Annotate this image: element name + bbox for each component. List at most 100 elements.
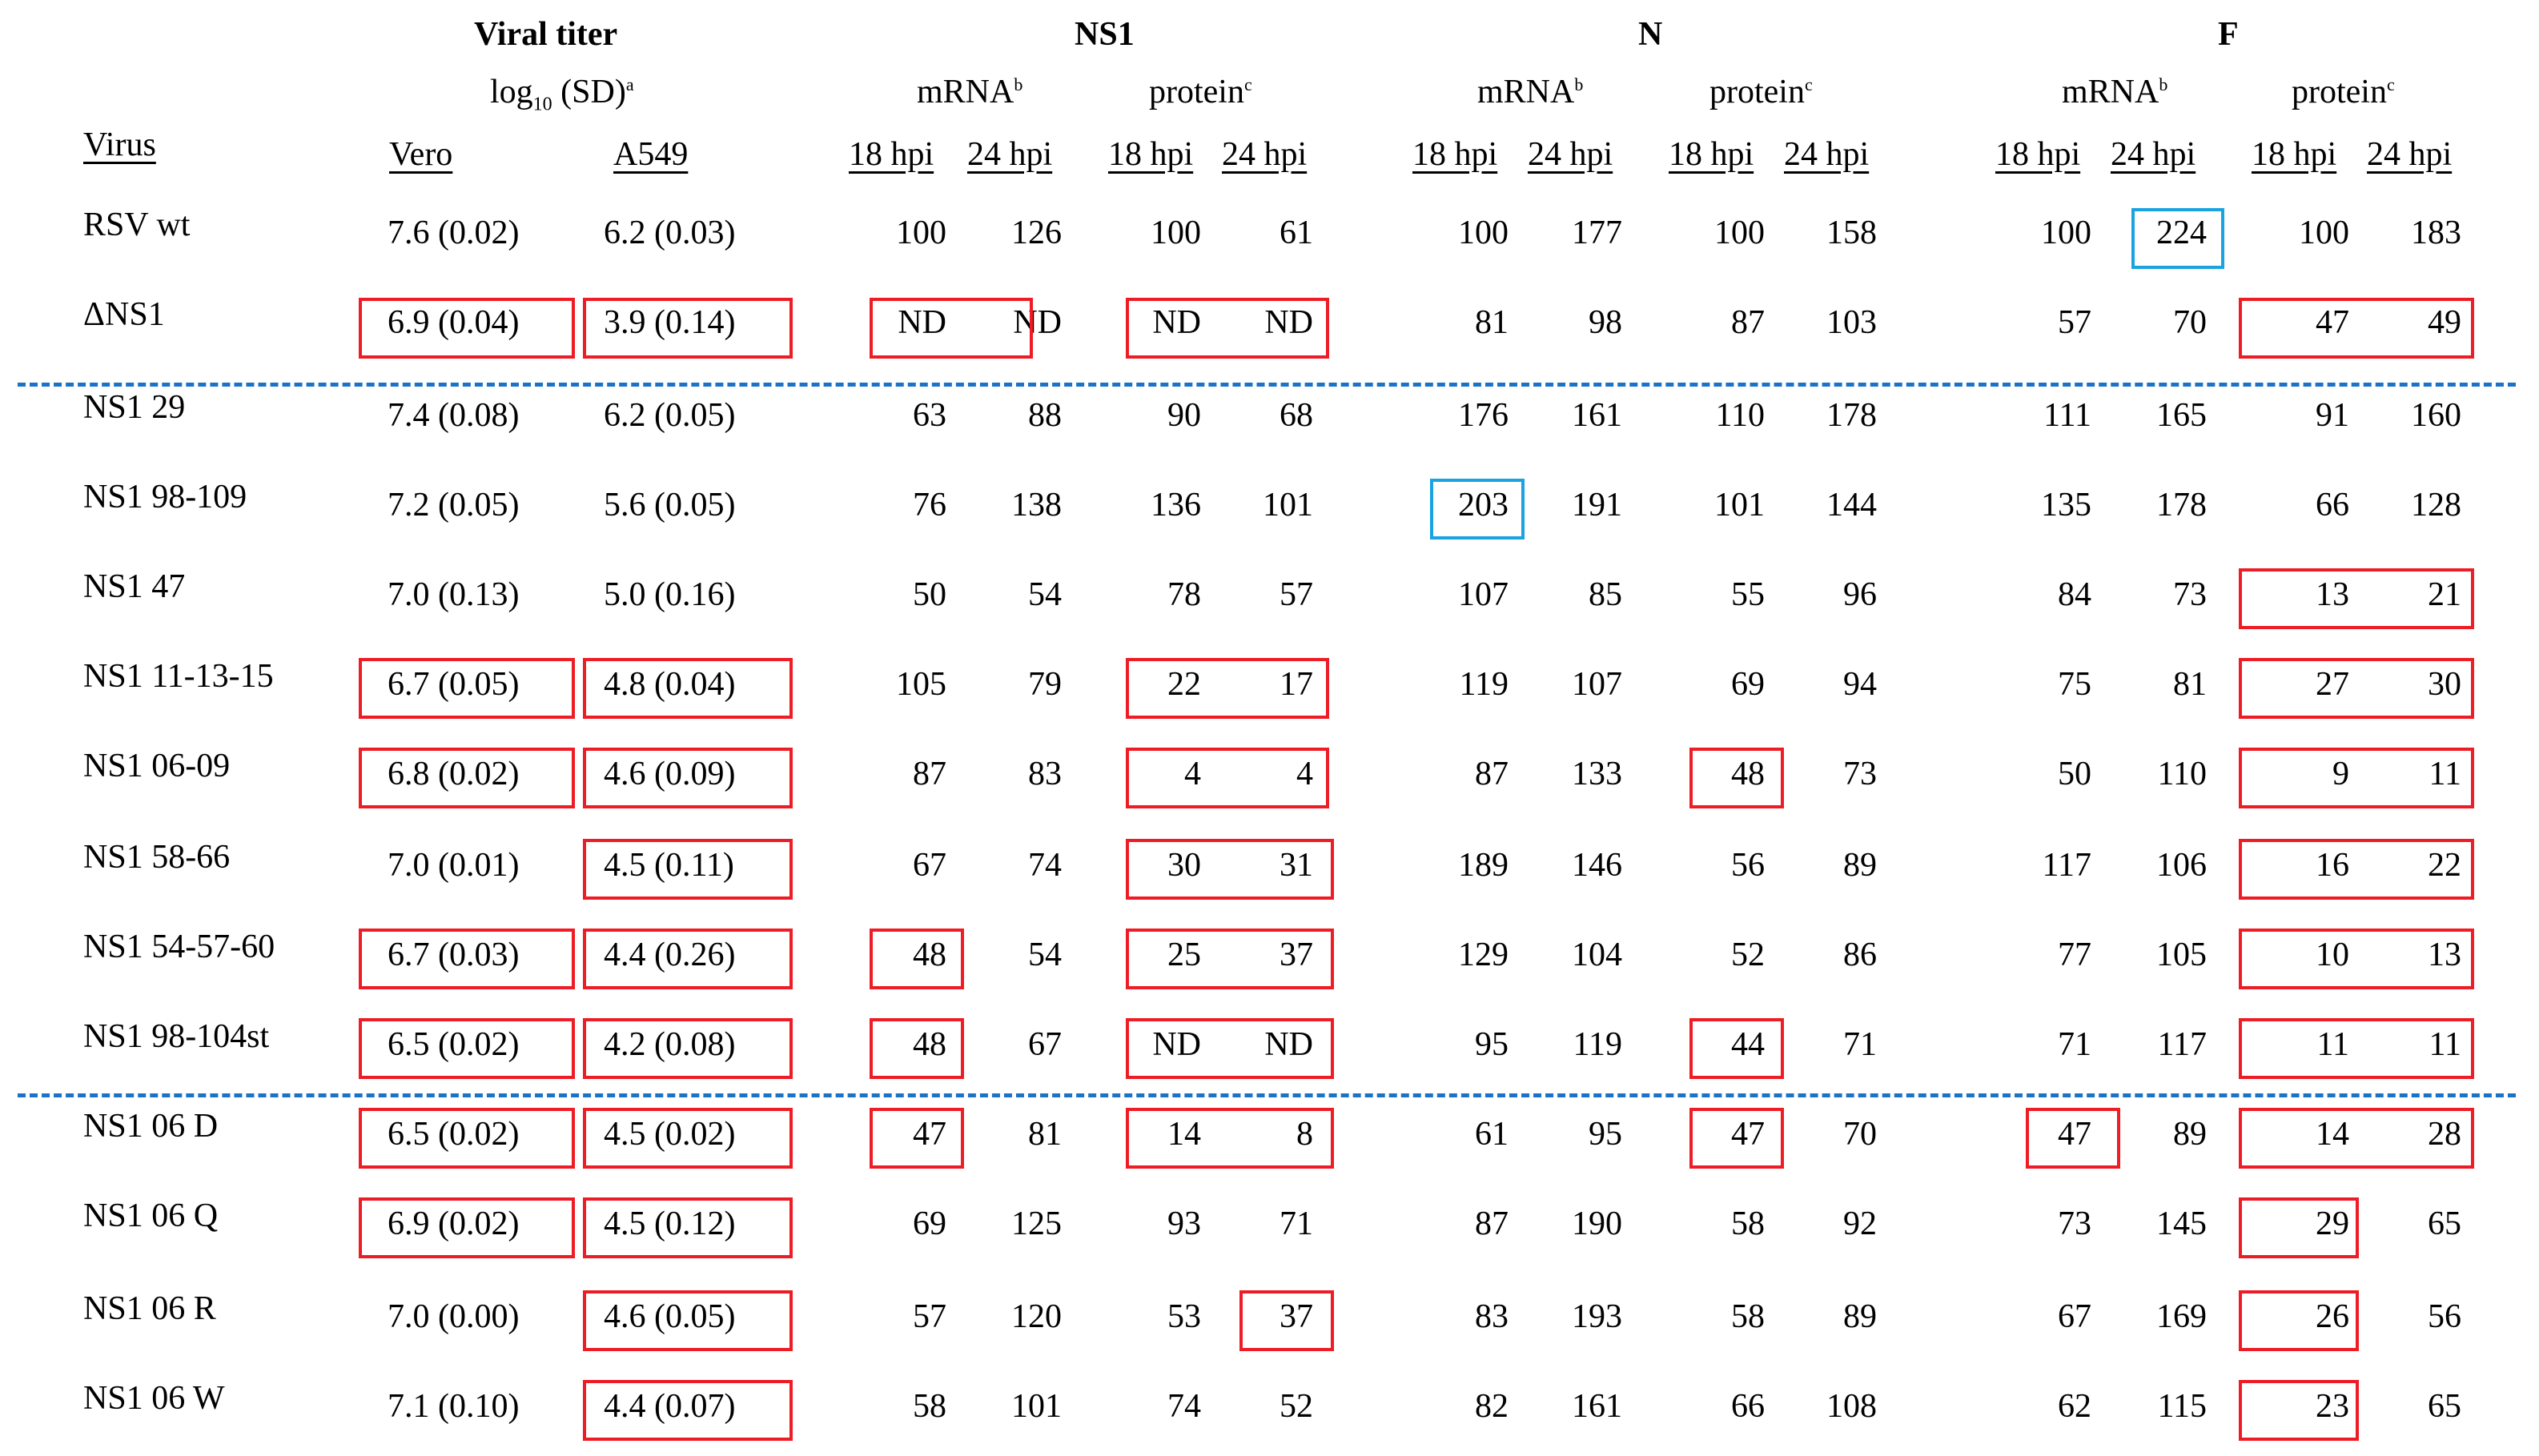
decrease-highlight-box	[1126, 298, 1329, 359]
titer-vero: 6.9 (0.02)	[388, 1205, 520, 1242]
table-cell: 81	[1475, 304, 1509, 341]
table-cell: 66	[2316, 487, 2349, 523]
table-cell: 101	[1011, 1388, 1062, 1425]
table-cell: 44	[1731, 1026, 1765, 1063]
header-n-mrna: mRNAb	[1477, 74, 1584, 110]
table-cell: 76	[913, 487, 946, 523]
table-cell: 83	[1028, 756, 1062, 792]
decrease-highlight-box	[1239, 1290, 1334, 1351]
column-n-mrna-24: 24 hpi	[1528, 136, 1613, 173]
table-cell: 128	[2411, 487, 2461, 523]
decrease-highlight-box	[2239, 1108, 2474, 1169]
table-cell: 119	[1459, 666, 1509, 703]
table-cell: 115	[2157, 1388, 2207, 1425]
table-cell: 65	[2428, 1205, 2461, 1242]
titer-vero: 6.5 (0.02)	[388, 1116, 520, 1153]
table-cell: 47	[2058, 1116, 2091, 1153]
virus-name: NS1 29	[83, 389, 186, 426]
table-cell: 53	[1167, 1298, 1201, 1335]
decrease-highlight-box	[359, 658, 575, 719]
decrease-highlight-box	[583, 1197, 793, 1258]
table-cell: 27	[2316, 666, 2349, 703]
decrease-highlight-box	[359, 929, 575, 989]
table-cell: 30	[1167, 847, 1201, 884]
table-cell: 23	[2316, 1388, 2349, 1425]
decrease-highlight-box	[1689, 1108, 1784, 1169]
decrease-highlight-box	[583, 1290, 793, 1351]
table-cell: 82	[1475, 1388, 1509, 1425]
table-cell: 169	[2156, 1298, 2207, 1335]
table-cell: 71	[1843, 1026, 1877, 1063]
table-cell: 37	[1280, 937, 1313, 973]
decrease-highlight-box	[2239, 1197, 2359, 1258]
table-cell: 49	[2428, 304, 2461, 341]
separator-line	[18, 1093, 2516, 1097]
decrease-highlight-box	[1126, 929, 1334, 989]
titer-a549: 3.9 (0.14)	[604, 304, 736, 341]
table-cell: 138	[1011, 487, 1062, 523]
column-n-mrna-18: 18 hpi	[1412, 136, 1498, 173]
decrease-highlight-box	[583, 1380, 793, 1441]
virus-name: NS1 06 D	[83, 1108, 219, 1145]
increase-highlight-box	[2131, 208, 2224, 269]
table-cell: ND	[1264, 1026, 1313, 1063]
table-cell: 65	[2428, 1388, 2461, 1425]
decrease-highlight-box	[2239, 1380, 2359, 1441]
decrease-highlight-box	[1126, 1108, 1334, 1169]
table-cell: 90	[1167, 397, 1201, 434]
titer-a549: 4.5 (0.12)	[604, 1205, 736, 1242]
table-cell: 56	[1731, 847, 1765, 884]
decrease-highlight-box	[870, 1018, 964, 1079]
virus-name: NS1 58-66	[83, 839, 231, 876]
decrease-highlight-box	[583, 1108, 793, 1169]
table-cell: 100	[896, 215, 946, 251]
table-cell: 14	[2316, 1116, 2349, 1153]
virus-name: NS1 06 Q	[83, 1197, 219, 1234]
table-cell: 110	[2157, 756, 2207, 792]
table-cell: 57	[913, 1298, 946, 1335]
titer-a549: 4.2 (0.08)	[604, 1026, 736, 1063]
table-cell: 66	[1731, 1388, 1765, 1425]
table-cell: 48	[913, 937, 946, 973]
table-cell: 135	[2041, 487, 2091, 523]
table-cell: 31	[1280, 847, 1313, 884]
titer-vero: 7.0 (0.01)	[388, 847, 520, 884]
table-cell: 189	[1458, 847, 1509, 884]
column-ns1-mrna-18: 18 hpi	[849, 136, 934, 173]
table-cell: ND	[898, 304, 946, 341]
virus-name: NS1 06 W	[83, 1380, 225, 1417]
decrease-highlight-box	[1689, 1018, 1784, 1079]
table-cell: 161	[1572, 397, 1622, 434]
table-cell: ND	[1152, 304, 1201, 341]
table-cell: 68	[1280, 397, 1313, 434]
virus-name: NS1 11-13-15	[83, 658, 274, 695]
decrease-highlight-box	[1126, 1018, 1334, 1079]
header-n-protein: proteinc	[1709, 74, 1813, 110]
decrease-highlight-box	[2239, 298, 2474, 359]
table-cell: 67	[1028, 1026, 1062, 1063]
titer-vero: 7.0 (0.13)	[388, 576, 520, 613]
table-cell: 89	[2173, 1116, 2207, 1153]
table-cell: 100	[1151, 215, 1201, 251]
titer-vero: 6.5 (0.02)	[388, 1026, 520, 1063]
decrease-highlight-box	[359, 1197, 575, 1258]
table-cell: 176	[1458, 397, 1509, 434]
table-cell: 190	[1572, 1205, 1622, 1242]
table-cell: 10	[2316, 937, 2349, 973]
titer-vero: 7.4 (0.08)	[388, 397, 520, 434]
decrease-highlight-box	[2239, 929, 2474, 989]
table-cell: 81	[1028, 1116, 1062, 1153]
table-cell: 117	[2042, 847, 2091, 884]
table-cell: 100	[1458, 215, 1509, 251]
titer-a549: 4.4 (0.07)	[604, 1388, 736, 1425]
table-cell: 105	[896, 666, 946, 703]
titer-a549: 4.8 (0.04)	[604, 666, 736, 703]
virus-name: NS1 06-09	[83, 748, 231, 784]
table-cell: 54	[1028, 937, 1062, 973]
table-cell: 11	[2429, 756, 2461, 792]
titer-vero: 6.9 (0.04)	[388, 304, 520, 341]
titer-a549: 4.5 (0.02)	[604, 1116, 736, 1153]
decrease-highlight-box	[583, 748, 793, 808]
titer-a549: 4.5 (0.11)	[604, 847, 734, 884]
